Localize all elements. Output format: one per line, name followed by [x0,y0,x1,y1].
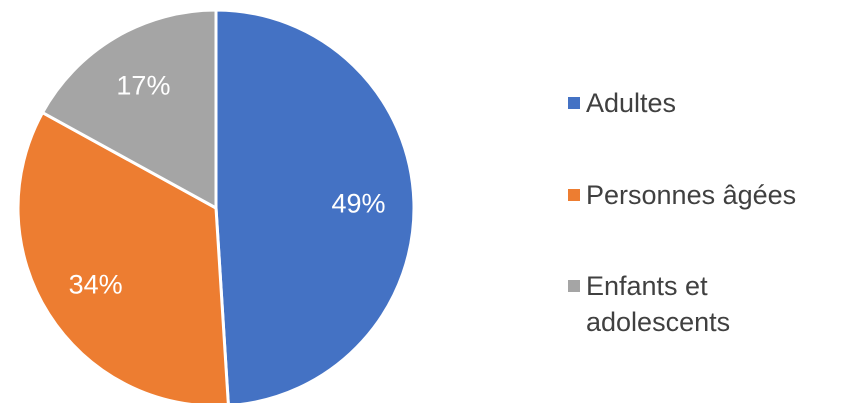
slice-value-label: 49% [331,189,385,219]
legend-marker [568,97,580,109]
legend-label: Enfants et [586,271,708,301]
pie-slice-personnes-g-es [16,111,230,403]
pie-slices [16,8,416,403]
legend-label: Personnes âgées [586,180,796,210]
slice-value-label: 34% [69,269,123,299]
legend-label: adolescents [586,307,730,337]
legend-label: Adultes [586,88,676,118]
legend-marker [568,280,580,292]
legend-marker [568,189,580,201]
slice-value-label: 17% [116,70,170,100]
chart-legend: Adultes Personnes âgées Enfants et adolesce… [568,88,796,337]
pie-slice-enfants-et-adolescents [40,8,218,210]
pie-slice-adultes [214,8,416,403]
pie-slice-labels: 49% 34% 17% [69,70,386,299]
